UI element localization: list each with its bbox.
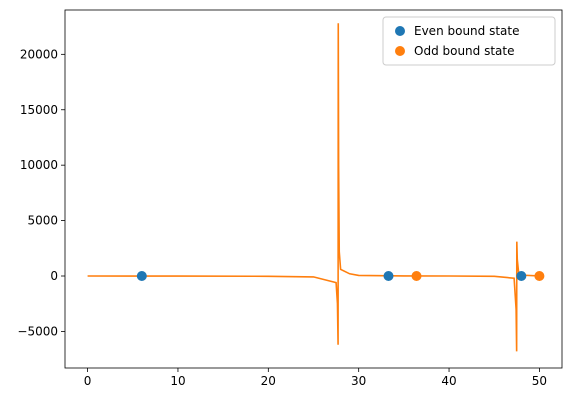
legend: Even bound state Odd bound state — [382, 16, 556, 66]
x-tick-label: 50 — [532, 374, 547, 388]
legend-label-even: Even bound state — [414, 24, 520, 38]
x-tick-label: 0 — [84, 374, 92, 388]
y-tick-label: 15000 — [20, 103, 58, 117]
even-bound-state-marker — [516, 271, 527, 282]
odd-bound-state-marker — [534, 271, 545, 282]
x-tick-label: 40 — [441, 374, 456, 388]
even-bound-state-marker — [383, 271, 394, 282]
even-bound-state-marker — [136, 271, 147, 282]
x-tick-label: 20 — [261, 374, 276, 388]
series-line — [87, 23, 540, 352]
x-tick-label: 30 — [351, 374, 366, 388]
plot-frame — [64, 9, 563, 369]
legend-label-odd: Odd bound state — [414, 44, 515, 58]
y-axis-ticks: −5000 0 5000 10000 15000 20000 — [17, 47, 65, 338]
odd-bound-state-marker — [411, 271, 422, 282]
y-tick-label: 10000 — [20, 158, 58, 172]
legend-box — [382, 16, 556, 66]
legend-marker-odd — [395, 46, 405, 56]
y-tick-label: 20000 — [20, 47, 58, 61]
x-tick-label: 10 — [170, 374, 185, 388]
x-axis-ticks: 0 10 20 30 40 50 — [84, 368, 547, 388]
plot-area — [65, 10, 562, 368]
y-tick-label: 5000 — [27, 214, 58, 228]
y-tick-label: 0 — [50, 269, 58, 283]
series-markers — [136, 271, 545, 282]
legend-marker-even — [395, 26, 405, 36]
y-tick-label: −5000 — [17, 324, 58, 338]
